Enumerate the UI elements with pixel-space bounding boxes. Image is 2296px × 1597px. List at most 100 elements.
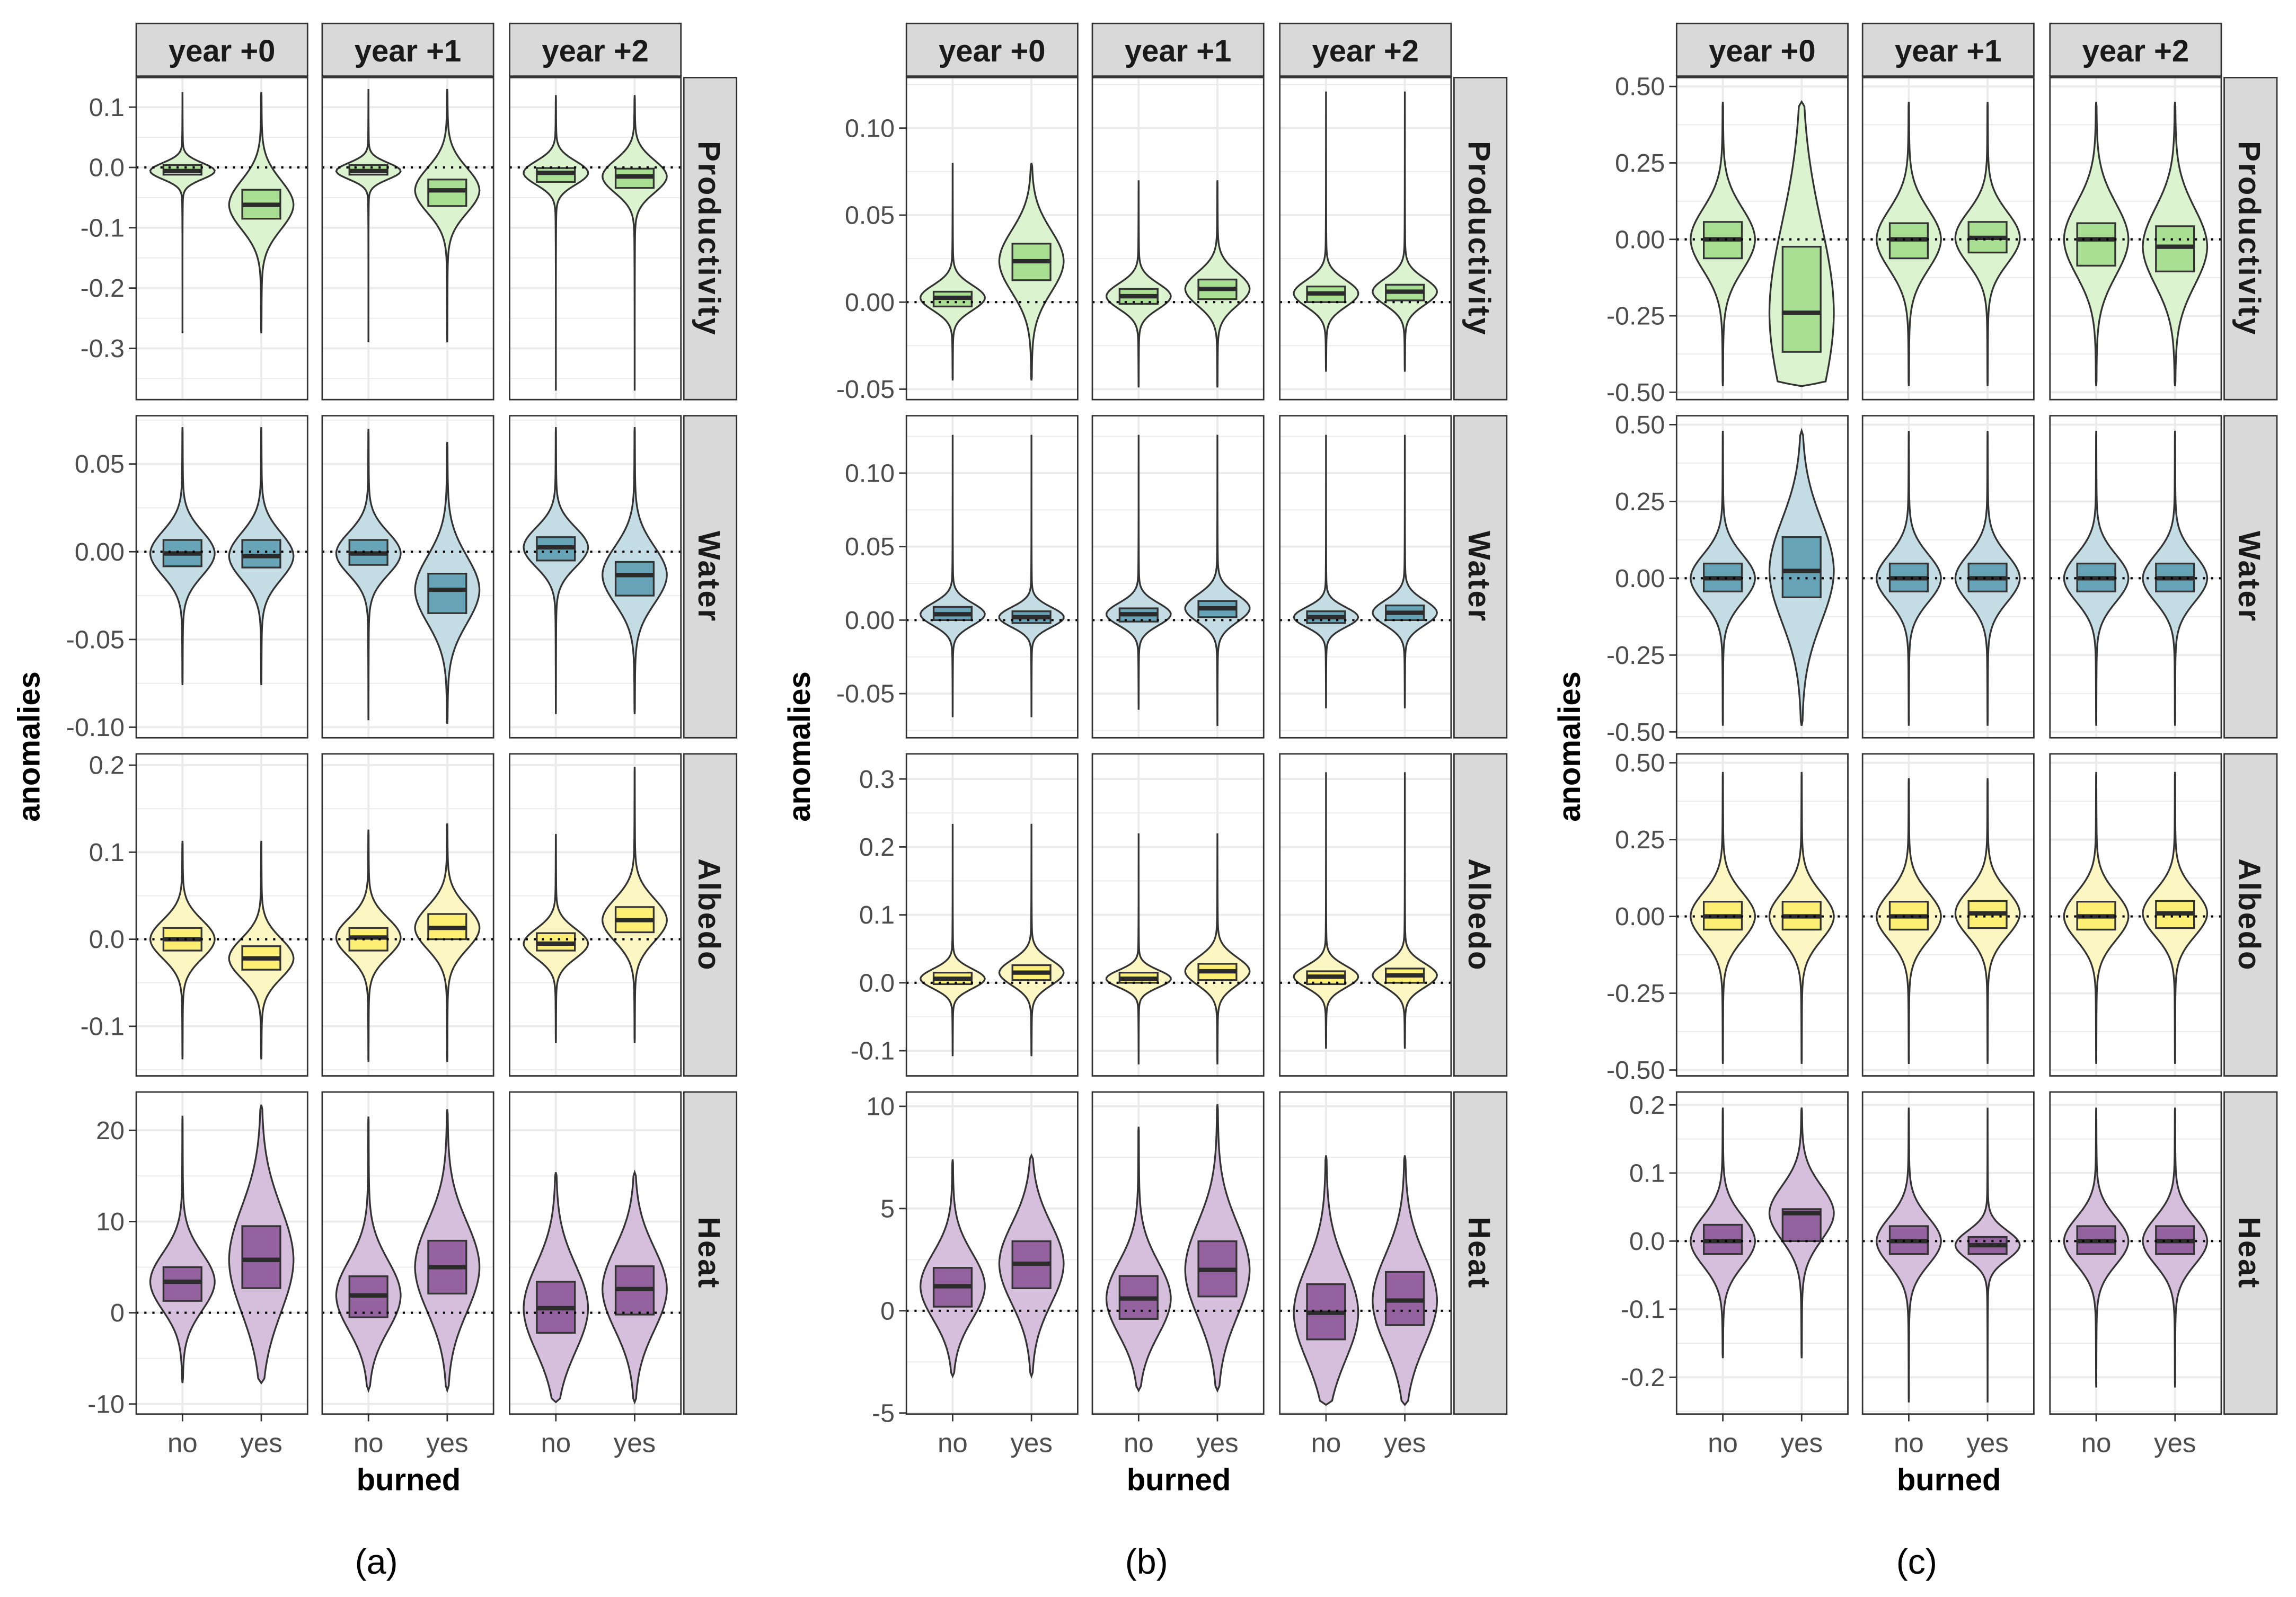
facet-frame [1091, 1091, 1265, 1415]
violin-yes [1954, 1107, 2021, 1403]
row-strip [2223, 1091, 2278, 1415]
facet-water-0 [1675, 415, 1849, 739]
row-strip [1453, 1091, 1508, 1415]
violin-no [335, 429, 402, 721]
facet-albedo-2 [509, 753, 682, 1077]
y-tick-label: 0.3 [859, 765, 895, 794]
x-tick-label: no [2081, 1428, 2112, 1458]
violin-no [1105, 180, 1172, 388]
row-strip [2223, 77, 2278, 401]
facet-productivity-0 [905, 77, 1079, 401]
facet-background [1279, 77, 1451, 400]
facet-frame [905, 77, 1079, 401]
x-tick-label: yes [240, 1428, 282, 1458]
y-tick-label: 0 [110, 1299, 125, 1327]
y-tick-label: 0.25 [1615, 826, 1665, 854]
facet-productivity-1 [1091, 77, 1265, 401]
facet-water-0 [135, 415, 308, 739]
y-tick-label: 0.00 [1615, 902, 1665, 931]
y-tick-label: 5 [880, 1194, 895, 1223]
facet-frame [1861, 77, 2035, 401]
facet-frame [1091, 77, 1265, 401]
facet-heat-1: no yes [1861, 1091, 2035, 1458]
box-yes [1781, 536, 1822, 598]
y-tick-label: -0.3 [81, 334, 125, 363]
row-strip-label: Water [692, 531, 726, 623]
y-tick-label: -0.05 [836, 680, 895, 708]
row-strip [683, 77, 738, 401]
row-strip-label: Heat [2232, 1217, 2266, 1289]
y-tick-label: -0.05 [66, 625, 125, 654]
y-tick-label: 0.25 [1615, 487, 1665, 516]
y-axis-title: anomalies [1552, 671, 1587, 822]
facet-heat-0: no yes [1675, 1091, 1849, 1458]
y-tick-label: 0.1 [89, 838, 125, 867]
facet-background [1279, 1092, 1451, 1414]
facet-albedo-1 [321, 753, 494, 1077]
facet-heat-1: no yes [1091, 1091, 1265, 1458]
facet-albedo-2 [2049, 753, 2222, 1077]
y-tick-label: -0.50 [1606, 718, 1665, 747]
facet-productivity-1 [1861, 77, 2035, 401]
violin-no [523, 427, 589, 714]
facet-water-1 [321, 415, 494, 739]
facet-water-0 [905, 415, 1079, 739]
column-strip-label: year +1 [1895, 34, 2002, 68]
row-strip-label: Albedo [692, 858, 726, 971]
column-strip [321, 22, 494, 77]
facet-productivity-0 [1675, 77, 1849, 401]
y-tick-label: 0.05 [845, 533, 895, 561]
facet-frame [509, 753, 682, 1077]
facet-water-1 [1861, 415, 2035, 739]
column-strip-label: year +2 [542, 34, 649, 68]
facet-frame [1675, 753, 1849, 1077]
y-tick-label: 0.00 [1615, 564, 1665, 593]
column-strip [1091, 22, 1265, 77]
row-strip-label: Productivity [2232, 141, 2266, 336]
violin-no [919, 434, 986, 717]
column-strip [135, 22, 308, 77]
row-strip-label: Water [1462, 531, 1496, 623]
y-tick-label: 0.10 [845, 114, 895, 143]
x-tick-label: no [938, 1428, 968, 1458]
y-tick-label: 0.05 [845, 201, 895, 230]
y-tick-label: -0.05 [836, 375, 895, 404]
facet-productivity-1 [321, 77, 494, 401]
violin-yes [1184, 434, 1251, 726]
row-strip [683, 1091, 738, 1415]
violin-no [1875, 1107, 1942, 1403]
facet-frame [1861, 753, 2035, 1077]
violin-no [1105, 1126, 1172, 1392]
y-tick-label: 0.10 [845, 459, 895, 487]
facet-frame [1279, 1091, 1452, 1415]
violin-no [919, 823, 986, 1057]
facet-frame [135, 753, 308, 1077]
row-strip-label: Productivity [692, 141, 726, 336]
row-strip-label: Albedo [2232, 858, 2266, 971]
column-strip-label: year +1 [355, 34, 462, 68]
y-tick-label: 0.2 [1629, 1091, 1665, 1120]
facet-albedo-0 [905, 753, 1079, 1077]
violin-yes [1372, 91, 1438, 372]
x-tick-label: yes [426, 1428, 469, 1458]
facet-frame [905, 415, 1079, 739]
violin-no [149, 1115, 216, 1383]
y-tick-label: 0.50 [1615, 749, 1665, 777]
column-strip [2049, 22, 2222, 77]
y-tick-label: -0.10 [66, 713, 125, 742]
x-tick-label: yes [614, 1428, 656, 1458]
facet-frame [1279, 753, 1452, 1077]
y-tick-label: 0.0 [89, 154, 125, 182]
row-strip [1453, 77, 1508, 401]
x-tick-label: no [1708, 1428, 1738, 1458]
facet-frame [509, 77, 682, 401]
violin-no [1293, 1155, 1359, 1406]
facet-background [1092, 415, 1264, 738]
violin-yes [998, 434, 1065, 717]
panel-b: year +0 year +1 year +20.100.050.00-0.05Pr… [782, 22, 1508, 1582]
y-tick-label: 0.25 [1615, 149, 1665, 178]
y-tick-label: -0.50 [1606, 378, 1665, 407]
facet-frame [321, 753, 494, 1077]
row-strip-label: Productivity [1462, 141, 1496, 336]
x-tick-label: yes [1966, 1428, 2009, 1458]
